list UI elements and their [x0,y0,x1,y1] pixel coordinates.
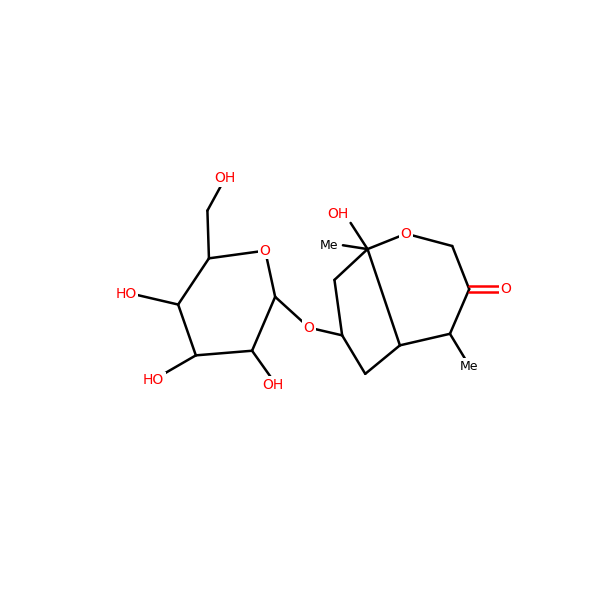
Text: O: O [260,244,271,257]
Text: O: O [401,227,412,241]
Text: OH: OH [214,171,236,185]
Text: O: O [501,282,512,296]
Text: OH: OH [328,206,349,221]
Text: OH: OH [262,377,283,392]
Text: HO: HO [143,373,164,387]
Text: Me: Me [460,359,478,373]
Text: HO: HO [115,287,136,301]
Text: Me: Me [320,239,338,252]
Text: O: O [304,320,314,335]
